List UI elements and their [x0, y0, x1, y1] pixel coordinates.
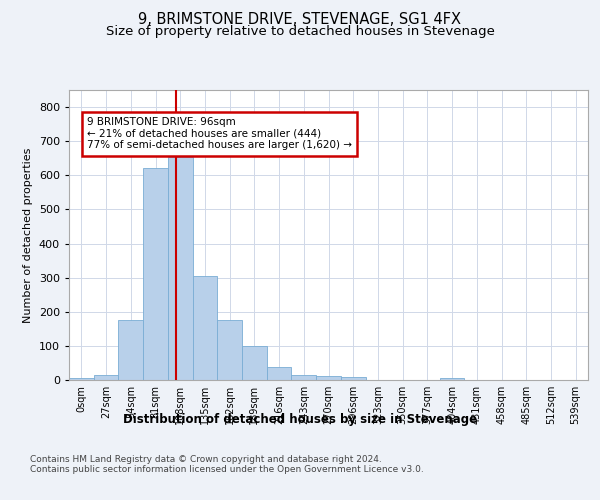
- Bar: [341, 378, 365, 380]
- Bar: [193, 276, 217, 380]
- Bar: [242, 346, 267, 380]
- Bar: [316, 376, 341, 380]
- Text: Distribution of detached houses by size in Stevenage: Distribution of detached houses by size …: [123, 412, 477, 426]
- Text: 9 BRIMSTONE DRIVE: 96sqm
← 21% of detached houses are smaller (444)
77% of semi-: 9 BRIMSTONE DRIVE: 96sqm ← 21% of detach…: [87, 118, 352, 150]
- Bar: [267, 367, 292, 380]
- Text: Contains HM Land Registry data © Crown copyright and database right 2024.
Contai: Contains HM Land Registry data © Crown c…: [30, 455, 424, 474]
- Bar: [143, 168, 168, 380]
- Bar: [69, 378, 94, 380]
- Bar: [217, 320, 242, 380]
- Text: Size of property relative to detached houses in Stevenage: Size of property relative to detached ho…: [106, 25, 494, 38]
- Bar: [118, 320, 143, 380]
- Bar: [168, 156, 193, 380]
- Y-axis label: Number of detached properties: Number of detached properties: [23, 148, 33, 322]
- Bar: [94, 375, 118, 380]
- Bar: [440, 378, 464, 380]
- Text: 9, BRIMSTONE DRIVE, STEVENAGE, SG1 4FX: 9, BRIMSTONE DRIVE, STEVENAGE, SG1 4FX: [139, 12, 461, 28]
- Bar: [292, 375, 316, 380]
